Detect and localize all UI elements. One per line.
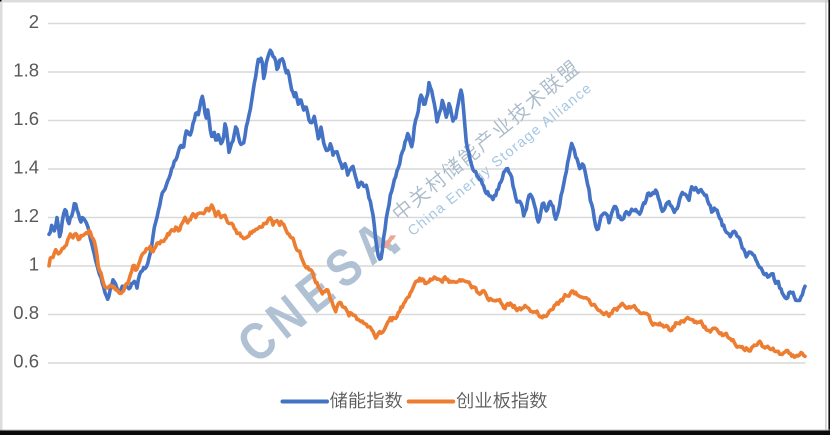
svg-text:1.8: 1.8 <box>13 60 39 81</box>
svg-text:1.2: 1.2 <box>13 205 39 226</box>
svg-text:0.6: 0.6 <box>13 351 39 372</box>
svg-text:0.8: 0.8 <box>13 302 39 323</box>
svg-text:2: 2 <box>29 11 39 32</box>
svg-text:1.6: 1.6 <box>13 108 39 129</box>
svg-text:1.4: 1.4 <box>13 157 39 178</box>
svg-text:1: 1 <box>29 254 39 275</box>
